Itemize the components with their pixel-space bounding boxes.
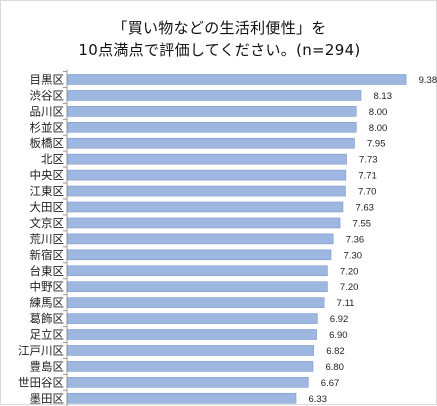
bar [67,74,407,85]
category-label: 渋谷区 [30,88,65,102]
data-label: 6.67 [321,378,340,389]
bar [67,169,347,181]
category-label: 荒川区 [30,232,65,246]
category-label: 江戸川区 [18,343,64,357]
data-label: 8.00 [369,107,388,118]
category-label: 文京区 [30,216,65,230]
data-label: 9.38 [419,75,437,86]
bar [67,329,317,340]
data-label: 7.36 [346,234,365,245]
bar [67,377,309,388]
bar [67,249,332,261]
category-label: 葛飾区 [30,312,65,326]
data-label: 7.73 [359,155,378,166]
data-label: 7.11 [337,298,355,309]
category-label: 中央区 [30,168,65,182]
bar [67,90,362,101]
bar [67,217,341,229]
category-label: 新宿区 [30,248,65,262]
bar [67,392,297,404]
data-label: 7.95 [367,139,386,150]
data-label: 7.20 [340,282,359,293]
category-label: 板橋区 [30,136,65,150]
category-label: 墨田区 [30,391,65,405]
data-label: 8.13 [373,91,392,102]
category-label: 練馬区 [30,296,65,310]
bar [67,265,328,277]
data-label: 6.90 [329,330,348,341]
bar [67,137,355,149]
data-label: 7.55 [353,218,372,229]
category-label: 品川区 [30,104,65,118]
category-label: 豊島区 [30,359,65,373]
data-label: 7.70 [358,187,377,198]
category-label: 北区 [41,152,64,166]
data-label: 6.80 [325,362,344,373]
category-label: 江東区 [30,184,65,198]
bar [67,106,357,117]
category-label: 大田区 [30,200,65,214]
data-label: 7.63 [355,202,374,213]
category-label: 世田谷区 [18,375,64,389]
data-label: 7.71 [358,171,377,182]
category-label: 中野区 [30,280,65,294]
bar [67,233,334,245]
data-label: 6.82 [326,346,345,357]
bar [67,121,357,133]
category-label: 目黒区 [30,72,65,86]
bar [67,281,328,292]
data-label: 6.92 [330,314,349,325]
category-label: 杉並区 [30,120,65,134]
chart-title-line-1: 「買い物などの生活利便性」を [112,19,327,37]
bar [67,313,318,324]
bar [67,185,346,197]
data-label: 7.20 [340,266,359,277]
data-label: 8.00 [369,123,388,134]
bar [67,361,314,372]
chart-title-line-2: 10点満点で評価してください。(n=294) [78,41,361,59]
bar [67,345,315,356]
data-label: 6.33 [309,394,328,405]
bar [67,297,325,308]
bar [67,201,344,213]
category-label: 足立区 [30,328,65,342]
data-label: 7.30 [344,250,363,261]
bar [67,153,347,165]
category-label: 台東区 [30,264,65,278]
